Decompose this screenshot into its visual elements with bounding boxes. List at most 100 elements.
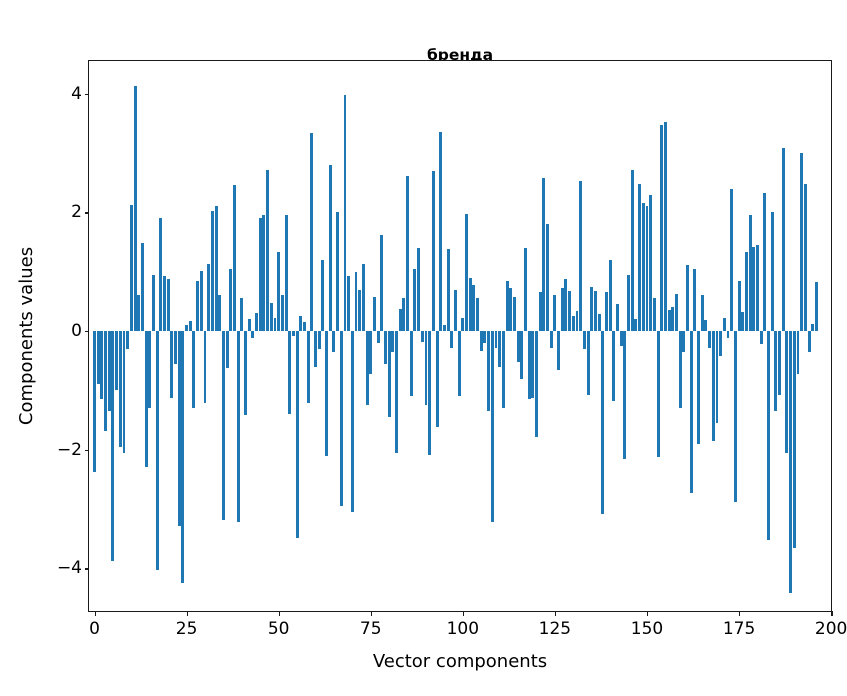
bar [262, 215, 266, 332]
bar [730, 188, 734, 332]
chart-title-line-1: бренда [426, 45, 494, 64]
x-tick-mark [94, 611, 96, 616]
bar [811, 323, 815, 332]
bar [505, 280, 509, 332]
bar [343, 94, 347, 332]
y-tick-label: 2 [71, 202, 82, 223]
bar [586, 331, 590, 396]
x-tick-label: 150 [630, 619, 664, 639]
bar [744, 252, 748, 332]
bar [719, 331, 723, 356]
x-tick-label: 125 [538, 619, 572, 639]
x-tick-label: 50 [267, 619, 290, 639]
bar [369, 331, 373, 374]
bar [221, 331, 225, 520]
y-tick-mark [84, 568, 89, 570]
bar [188, 320, 192, 332]
x-tick-mark [462, 611, 465, 616]
bar [284, 215, 288, 332]
bar [406, 175, 410, 332]
bar [630, 169, 634, 332]
bar [461, 318, 465, 332]
bar [803, 183, 807, 332]
bar [627, 274, 631, 332]
x-tick-mark [647, 611, 649, 616]
bar [417, 247, 421, 332]
bar [807, 331, 811, 352]
bar [347, 276, 351, 332]
bar [151, 274, 155, 332]
bar [575, 311, 579, 332]
bar [726, 331, 730, 339]
bar [380, 234, 384, 332]
bar [244, 331, 247, 416]
y-tick-mark [84, 331, 89, 333]
bar [339, 331, 343, 507]
bar [255, 313, 259, 332]
y-axis-label: Components values [16, 246, 37, 426]
bar [674, 294, 678, 332]
bar [523, 247, 527, 332]
bar [733, 331, 737, 502]
bar [372, 296, 376, 332]
bar [93, 331, 96, 473]
bar [454, 289, 457, 332]
bar [711, 331, 715, 442]
bar [527, 331, 531, 400]
bar [516, 331, 520, 362]
bar [391, 331, 395, 353]
bar [295, 331, 299, 538]
bar [288, 331, 292, 415]
y-tick-mark [84, 212, 89, 214]
bar [107, 331, 111, 412]
bar [741, 312, 745, 332]
bar [770, 212, 774, 332]
y-tick-label: −2 [56, 439, 82, 460]
bar [509, 288, 513, 332]
bar [424, 331, 428, 406]
bar [233, 185, 236, 332]
bar [531, 331, 535, 398]
bar [100, 331, 104, 400]
x-tick-mark [370, 611, 373, 616]
bar [542, 177, 546, 332]
bar [616, 304, 619, 332]
bar [376, 331, 380, 343]
bar [759, 331, 763, 345]
plot-axes: −4 −2 0 2 4 0 25 50 75 100 125 150 175 200 [57, 60, 847, 639]
bar [177, 331, 181, 526]
x-tick-mark [554, 611, 557, 616]
bar [660, 124, 664, 332]
x-axis-label: Vector components [372, 651, 548, 672]
bar [409, 331, 413, 397]
bar [512, 296, 516, 332]
y-tick-label: −4 [56, 558, 82, 579]
bar [792, 331, 796, 549]
bar [115, 331, 119, 391]
bar [638, 183, 642, 332]
bar [693, 268, 697, 332]
bar [800, 153, 804, 332]
bar [258, 218, 262, 332]
bar [354, 271, 358, 332]
bar [384, 331, 387, 365]
bar [199, 270, 203, 332]
bar [192, 331, 196, 409]
bar [207, 263, 211, 332]
bar [302, 322, 306, 332]
bar [118, 331, 122, 447]
bar [137, 295, 141, 332]
bar [277, 252, 281, 332]
bar [280, 295, 284, 332]
x-tick-label: 25 [175, 619, 198, 639]
y-tick-label: 4 [71, 83, 82, 104]
bar [336, 212, 340, 332]
bar [196, 280, 200, 332]
bar [756, 245, 759, 332]
bar [487, 331, 491, 412]
bar [667, 310, 671, 332]
bar [763, 193, 767, 332]
x-tick-label: 175 [722, 619, 756, 639]
y-tick-label: 0 [71, 321, 82, 342]
bar [796, 331, 800, 374]
